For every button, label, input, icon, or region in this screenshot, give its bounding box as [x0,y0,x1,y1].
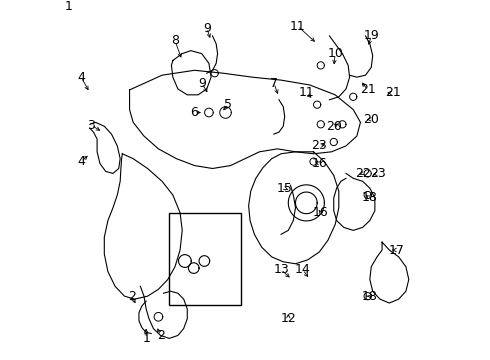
Text: 20: 20 [326,120,342,133]
Text: 16: 16 [313,206,329,219]
Text: 16: 16 [312,157,327,170]
Text: 15: 15 [277,182,293,195]
Text: 11: 11 [290,19,306,33]
Text: 19: 19 [364,30,379,42]
Text: 18: 18 [362,192,378,204]
Text: 8: 8 [171,34,179,47]
Text: 7: 7 [270,77,278,90]
Text: 3: 3 [87,119,95,132]
Text: 22: 22 [355,167,370,180]
Text: 17: 17 [389,243,404,257]
Text: 21: 21 [385,86,401,99]
Text: 1: 1 [142,332,150,345]
Text: 4: 4 [77,155,85,168]
Text: 12: 12 [280,312,296,325]
Text: 11: 11 [298,86,314,99]
Text: 4: 4 [77,71,85,84]
Text: 21: 21 [360,84,375,96]
Text: 13: 13 [273,263,289,276]
Text: 23: 23 [370,167,386,180]
Text: 10: 10 [327,47,343,60]
Text: 5: 5 [224,98,232,111]
Text: 1: 1 [65,0,73,13]
Text: 9: 9 [203,22,211,35]
Text: 6: 6 [191,106,198,119]
Text: 18: 18 [362,290,378,303]
Text: 2: 2 [157,329,165,342]
Text: 2: 2 [128,290,136,303]
Text: 9: 9 [198,77,206,90]
Text: 20: 20 [363,113,379,126]
Bar [169,213,242,305]
Text: 14: 14 [295,263,311,276]
Text: 23: 23 [312,139,327,152]
